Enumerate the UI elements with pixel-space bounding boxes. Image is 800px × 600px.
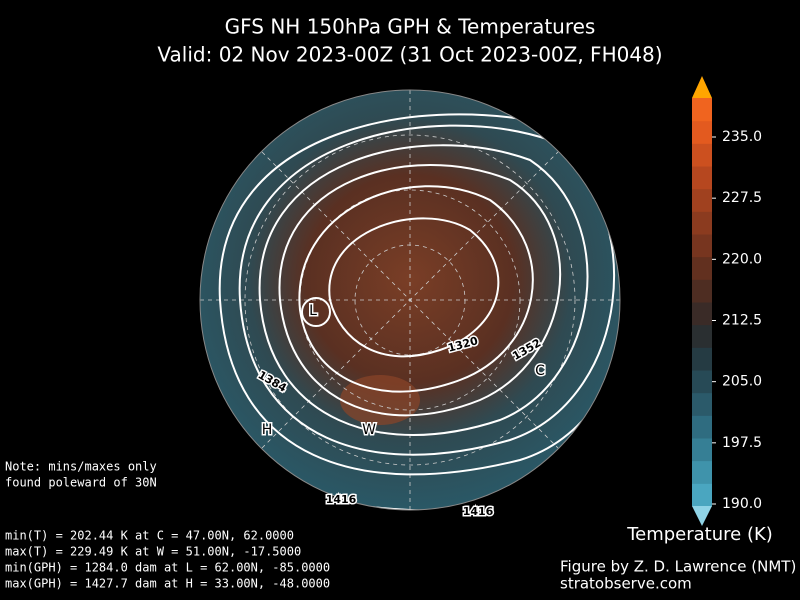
colorbar-tick-label: 212.5 bbox=[722, 313, 762, 329]
colorbar-tick-label: 197.5 bbox=[722, 435, 762, 451]
colorbar-bin bbox=[692, 392, 712, 416]
colorbar-bin bbox=[692, 438, 712, 462]
colorbar: 235.0 227.5 220.0 212.5 205.0 197.5 190.0 bbox=[692, 76, 762, 526]
colorbar-bin bbox=[692, 143, 712, 167]
colorbar-tick-label: 227.5 bbox=[722, 190, 762, 206]
stat: min(GPH) = 1284.0 dam at L = 62.00N, -85… bbox=[5, 561, 330, 575]
colorbar-tick-label: 220.0 bbox=[722, 251, 762, 267]
credit: stratobserve.com bbox=[560, 575, 692, 593]
colorbar-bin bbox=[692, 324, 712, 348]
colorbar-bin bbox=[692, 98, 712, 122]
colorbar-bin bbox=[692, 120, 712, 144]
stat: max(T) = 229.49 K at W = 51.00N, -17.500… bbox=[5, 545, 301, 559]
colorbar-tick-label: 190.0 bbox=[722, 496, 762, 512]
colorbar-bin bbox=[692, 483, 712, 507]
colorbar-bin bbox=[692, 256, 712, 280]
colorbar-tick-label: 235.0 bbox=[722, 129, 762, 145]
map-border bbox=[199, 89, 621, 511]
colorbar-bin bbox=[692, 347, 712, 371]
colorbar-extend-top bbox=[692, 76, 712, 98]
colorbar-bin bbox=[692, 370, 712, 394]
credit: Figure by Z. D. Lawrence (NMT) bbox=[560, 558, 796, 576]
colorbar-bin bbox=[692, 188, 712, 212]
colorbar-bin bbox=[692, 302, 712, 326]
colorbar-bin bbox=[692, 234, 712, 258]
map bbox=[200, 90, 620, 510]
colorbar-bin bbox=[692, 415, 712, 439]
colorbar-bin bbox=[692, 211, 712, 235]
colorbar-extend-bottom bbox=[692, 506, 712, 526]
title: GFS NH 150hPa GPH & Temperatures bbox=[225, 15, 596, 39]
colorbar-label: Temperature (K) bbox=[626, 524, 773, 545]
stat: max(GPH) = 1427.7 dam at H = 33.00N, -48… bbox=[5, 577, 330, 591]
contour-label: 1416 bbox=[326, 493, 357, 506]
colorbar-tick-label: 205.0 bbox=[722, 374, 762, 390]
marker: L bbox=[309, 303, 317, 319]
note: Note: mins/maxes only bbox=[5, 460, 157, 474]
note: found poleward of 30N bbox=[5, 476, 157, 490]
contour-label: 1416 bbox=[463, 505, 494, 518]
marker: C bbox=[535, 363, 545, 379]
marker: H bbox=[262, 422, 273, 438]
subtitle: Valid: 02 Nov 2023-00Z (31 Oct 2023-00Z,… bbox=[157, 43, 662, 67]
colorbar-bin bbox=[692, 460, 712, 484]
marker: W bbox=[362, 422, 376, 438]
stat: min(T) = 202.44 K at C = 47.00N, 62.0000 bbox=[5, 529, 294, 543]
colorbar-bin bbox=[692, 279, 712, 303]
colorbar-bin bbox=[692, 166, 712, 190]
